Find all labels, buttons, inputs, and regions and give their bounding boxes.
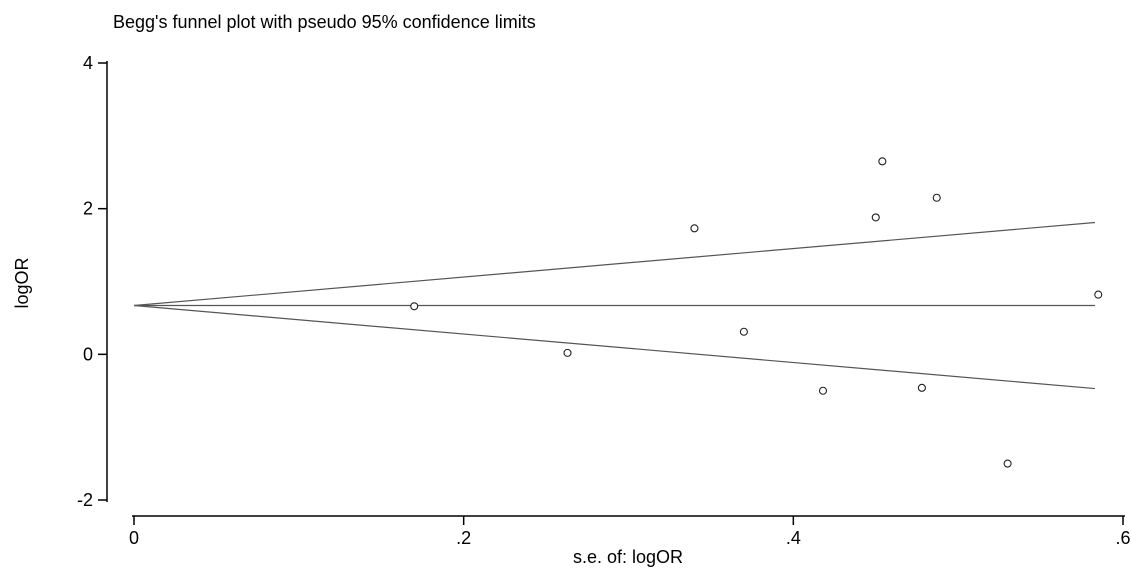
x-axis-ticks: 0 .2 .4 .6	[129, 516, 1131, 548]
y-tick-label: 0	[83, 344, 93, 364]
study-point	[1094, 290, 1103, 299]
y-tick-label: 2	[83, 199, 93, 219]
chart-title: Begg's funnel plot with pseudo 95% confi…	[113, 12, 536, 32]
study-point	[739, 327, 748, 336]
lower-confidence-limit-line	[133, 304, 1096, 390]
y-tick-label: 4	[83, 53, 93, 73]
x-tick-label: .6	[1115, 528, 1130, 548]
y-tick-label: -2	[77, 490, 93, 510]
study-point	[1003, 459, 1012, 468]
study-point	[818, 386, 828, 395]
study-point	[878, 157, 887, 166]
plot-area	[133, 157, 1103, 468]
y-axis-ticks: -2 0 2 4	[77, 53, 107, 510]
study-point	[563, 348, 572, 357]
study-point	[410, 302, 419, 311]
y-axis-label: logOR	[12, 257, 32, 308]
study-point	[917, 383, 926, 392]
funnel-lines	[133, 221, 1096, 390]
study-point	[871, 213, 880, 222]
x-axis-label: s.e. of: logOR	[573, 547, 683, 567]
study-point	[690, 224, 699, 233]
x-tick-label: .4	[786, 528, 801, 548]
upper-confidence-limit-line	[133, 221, 1096, 307]
study-points	[410, 157, 1103, 468]
x-tick-label: 0	[129, 528, 139, 548]
x-tick-label: .2	[456, 528, 471, 548]
study-point	[932, 193, 941, 202]
